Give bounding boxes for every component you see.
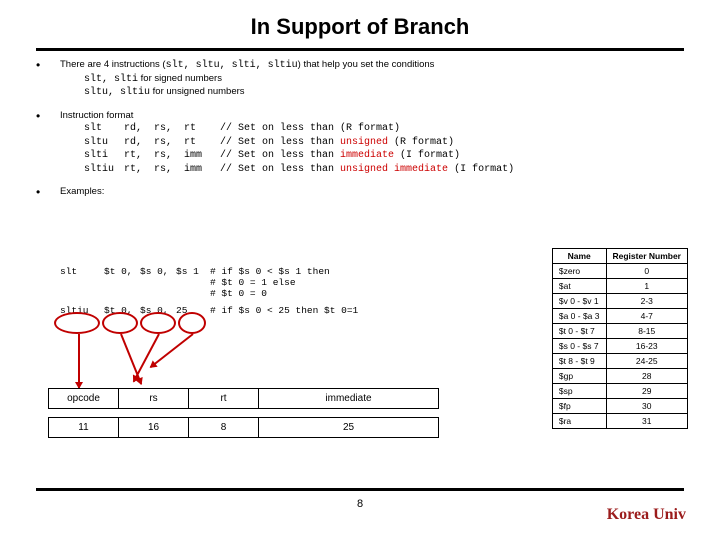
instruction-format-rows: sltrd,rs,rt// Set on less than (R format… — [60, 122, 684, 176]
ex2-c: # $t 0 = 1 else — [210, 277, 358, 288]
bullet-dot: • — [36, 186, 60, 199]
format-row: sltiurt,rs,imm// Set on less than unsign… — [84, 163, 684, 177]
oval-opcode — [54, 312, 100, 334]
table-row: $at1 — [552, 279, 687, 294]
ex1-r1: $t 0, — [104, 266, 140, 277]
content-area: • There are 4 instructions (slt, sltu, s… — [0, 51, 720, 199]
field-rs: rs — [119, 389, 189, 409]
table-row: $gp28 — [552, 369, 687, 384]
bullet-dot: • — [36, 110, 60, 177]
reg-h1: Name — [552, 249, 606, 264]
b1-l2a: slt, slti — [84, 74, 138, 85]
ex1-op: slt — [60, 266, 104, 277]
ex1-c: # if $s 0 < $s 1 then — [210, 266, 358, 277]
arrow-rs — [133, 334, 160, 383]
field-rt: rt — [189, 389, 259, 409]
footer-rule — [36, 488, 684, 491]
table-row: $t 8 - $t 924-25 — [552, 354, 687, 369]
table-row: $a 0 - $a 34-7 — [552, 309, 687, 324]
arrow-opcode — [78, 334, 80, 388]
b1-tail: ) that help you set the conditions — [298, 59, 435, 70]
val-opcode: 11 — [49, 418, 119, 438]
b1-l3b: for unsigned numbers — [150, 86, 245, 97]
oval-rt — [102, 312, 138, 334]
reg-h2: Register Number — [606, 249, 688, 264]
oval-imm — [178, 312, 206, 334]
ex1-r3: $s 1 — [176, 266, 210, 277]
b1-l3a: sltu, sltiu — [84, 87, 150, 98]
table-row: $sp29 — [552, 384, 687, 399]
table-row: $v 0 - $v 12-3 — [552, 294, 687, 309]
oval-rs — [140, 312, 176, 334]
ex3-c: # $t 0 = 0 — [210, 288, 358, 299]
page-title: In Support of Branch — [0, 0, 720, 40]
b3-label: Examples: — [60, 186, 104, 197]
b1-codes: slt, sltu, slti, sltiu — [166, 60, 298, 71]
field-opcode: opcode — [49, 389, 119, 409]
ex1-r2: $s 0, — [140, 266, 176, 277]
bullet-3: • Examples: — [36, 186, 684, 199]
format-row: slturd,rs,rt// Set on less than unsigned… — [84, 136, 684, 150]
table-row: $t 0 - $t 78-15 — [552, 324, 687, 339]
table-row: $fp30 — [552, 399, 687, 414]
table-row: $s 0 - $s 716-23 — [552, 339, 687, 354]
field-immediate: immediate — [259, 389, 439, 409]
val-immediate: 25 — [259, 418, 439, 438]
footer-logo: Korea Univ — [607, 506, 686, 524]
register-table: Name Register Number $zero0$at1$v 0 - $v… — [552, 248, 688, 429]
val-rt: 8 — [189, 418, 259, 438]
table-row: opcode rs rt immediate — [49, 389, 439, 409]
examples-block: slt $t 0, $s 0, $s 1 # if $s 0 < $s 1 th… — [60, 266, 358, 316]
table-row: 11 16 8 25 — [49, 418, 439, 438]
table-row: $zero0 — [552, 264, 687, 279]
b2-head: Instruction format — [60, 110, 133, 121]
bullet-dot: • — [36, 59, 60, 100]
b1-l2b: for signed numbers — [138, 73, 222, 84]
format-row: sltirt,rs,imm// Set on less than immedia… — [84, 149, 684, 163]
bullet-1: • There are 4 instructions (slt, sltu, s… — [36, 59, 684, 100]
bullet-2: • Instruction format sltrd,rs,rt// Set o… — [36, 110, 684, 177]
val-rs: 16 — [119, 418, 189, 438]
table-row: $ra31 — [552, 414, 687, 429]
b1-lead: There are 4 instructions ( — [60, 59, 166, 70]
ex4-c: # if $s 0 < 25 then $t 0=1 — [210, 305, 358, 316]
table-row: Name Register Number — [552, 249, 687, 264]
format-row: sltrd,rs,rt// Set on less than (R format… — [84, 122, 684, 136]
instruction-fields: opcode rs rt immediate 11 16 8 25 — [48, 388, 439, 438]
